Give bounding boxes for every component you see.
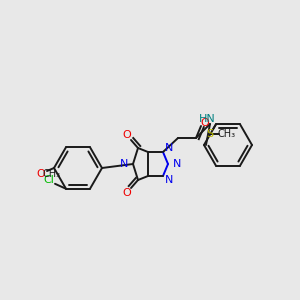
Text: Cl: Cl [44,175,54,185]
Text: S: S [206,129,214,139]
Text: CH₃: CH₃ [218,129,236,139]
Text: N: N [165,175,173,185]
Text: O: O [123,130,131,140]
Text: O: O [201,118,209,128]
Text: O: O [123,188,131,198]
Text: CH₃: CH₃ [43,169,61,179]
Text: N: N [120,159,128,169]
Text: N: N [173,159,182,169]
Text: HN: HN [199,114,215,124]
Text: N: N [165,143,173,153]
Text: O: O [37,169,45,179]
